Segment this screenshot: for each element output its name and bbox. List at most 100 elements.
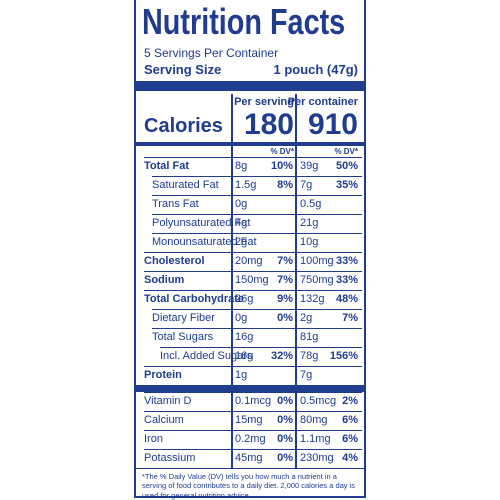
serving-dv: 0% [277,432,293,445]
serving-amount: 16g [235,349,254,362]
nutrient-name: Monounsaturated Fat [152,235,257,248]
serving-size-value: 1 pouch (47g) [273,62,358,77]
serving-dv: 32% [270,349,293,362]
nutrient-name: Calcium [144,413,184,426]
container-amount: 10g [300,235,319,248]
medium-rule [136,142,364,146]
container-amount: 1.1mg [300,432,331,445]
container-dv: 156% [329,349,358,362]
column-rule [295,94,297,468]
thick-rule [136,81,364,91]
row-rule [144,392,362,393]
nutrient-name: Saturated Fat [152,178,219,191]
container-dv: 6% [342,432,358,445]
nutrition-label [134,0,366,498]
serving-amount: 2g [235,235,248,248]
container-dv: 6% [342,413,358,426]
serving-dv: 10% [270,159,293,172]
footnote: *The % Daily Value (DV) tells you how mu… [142,472,356,500]
nutrient-name: Trans Fat [152,197,199,210]
serving-amount: 26g [235,292,254,305]
nutrient-name: Iron [144,432,163,445]
container-amount: 230mg [300,451,334,464]
servings: 5 Servings Per Container [144,46,279,60]
row-rule [152,233,362,234]
container-dv: 33% [335,273,358,286]
container-amount: 100mg [300,254,334,267]
serving-amount: 1g [235,368,248,381]
row-rule [144,366,362,367]
rule [136,468,364,469]
container-amount: 0.5g [300,197,322,210]
row-rule [152,176,362,177]
column-rule [231,94,233,468]
container-amount: 7g [300,368,313,381]
serving-dv: 7% [277,254,293,267]
nutrient-name: Incl. Added Sugars [160,349,253,362]
nutrient-name: Total Fat [144,159,190,172]
nutrient-name: Cholesterol [144,254,205,267]
serving-dv: 7% [277,273,293,286]
per-container-label: Per container [287,96,358,108]
nutrient-name: Dietary Fiber [152,311,215,324]
nutrient-name: Potassium [144,451,196,464]
calories-per-serving: 180 [243,108,294,141]
serving-size-label: Serving Size [144,62,222,77]
serving-amount: 15mg [235,413,263,426]
serving-dv: 8% [277,178,293,191]
row-rule [144,411,362,412]
serving-dv: 0% [277,451,293,464]
container-amount: 80mg [300,413,328,426]
serving-amount: 0g [235,311,248,324]
serving-dv: 0% [277,413,293,426]
row-rule [144,430,362,431]
container-amount: 132g [300,292,325,305]
row-rule [152,328,362,329]
row-rule [160,347,362,348]
container-amount: 2g [300,311,313,324]
row-rule [144,252,362,253]
serving-amount: 4g [235,216,248,229]
row-rule [144,290,362,291]
container-amount: 750mg [300,273,334,286]
container-dv: 4% [342,451,358,464]
container-dv: 35% [335,178,358,191]
serving-amount: 1.5g [235,178,257,191]
calories-label: Calories [144,115,223,137]
serving-amount: 0g [235,197,248,210]
nutrient-name: Protein [144,368,182,381]
container-amount: 21g [300,216,319,229]
serving-dv: 0% [277,311,293,324]
calories-per-container: 910 [307,108,358,141]
dv-header: % DV* [270,147,294,156]
nutrient-name: Total Carbohydrate [144,292,245,305]
container-amount: 0.5mcg [300,394,337,407]
row-rule [152,214,362,215]
per-serving-label: Per serving [234,96,294,108]
row-rule [152,309,362,310]
container-amount: 7g [300,178,313,191]
serving-amount: 45mg [235,451,263,464]
nutrient-name: Total Sugars [152,330,214,343]
container-dv: 50% [335,159,358,172]
container-dv: 2% [342,394,358,407]
container-amount: 81g [300,330,319,343]
container-dv: 7% [342,311,358,324]
row-rule [152,195,362,196]
container-dv: 48% [335,292,358,305]
serving-amount: 8g [235,159,248,172]
row-rule [144,271,362,272]
serving-amount: 20mg [235,254,263,267]
serving-dv: 9% [277,292,293,305]
serving-amount: 150mg [235,273,269,286]
title: Nutrition Facts [142,1,346,42]
container-amount: 39g [300,159,319,172]
nutrient-name: Vitamin D [144,394,192,407]
nutrient-name: Sodium [144,273,185,286]
container-dv: 33% [335,254,358,267]
container-amount: 78g [300,349,319,362]
nutrient-name: Polyunsaturated Fat [152,216,251,229]
thick-rule [136,385,364,392]
dv-header: % DV* [334,147,358,156]
